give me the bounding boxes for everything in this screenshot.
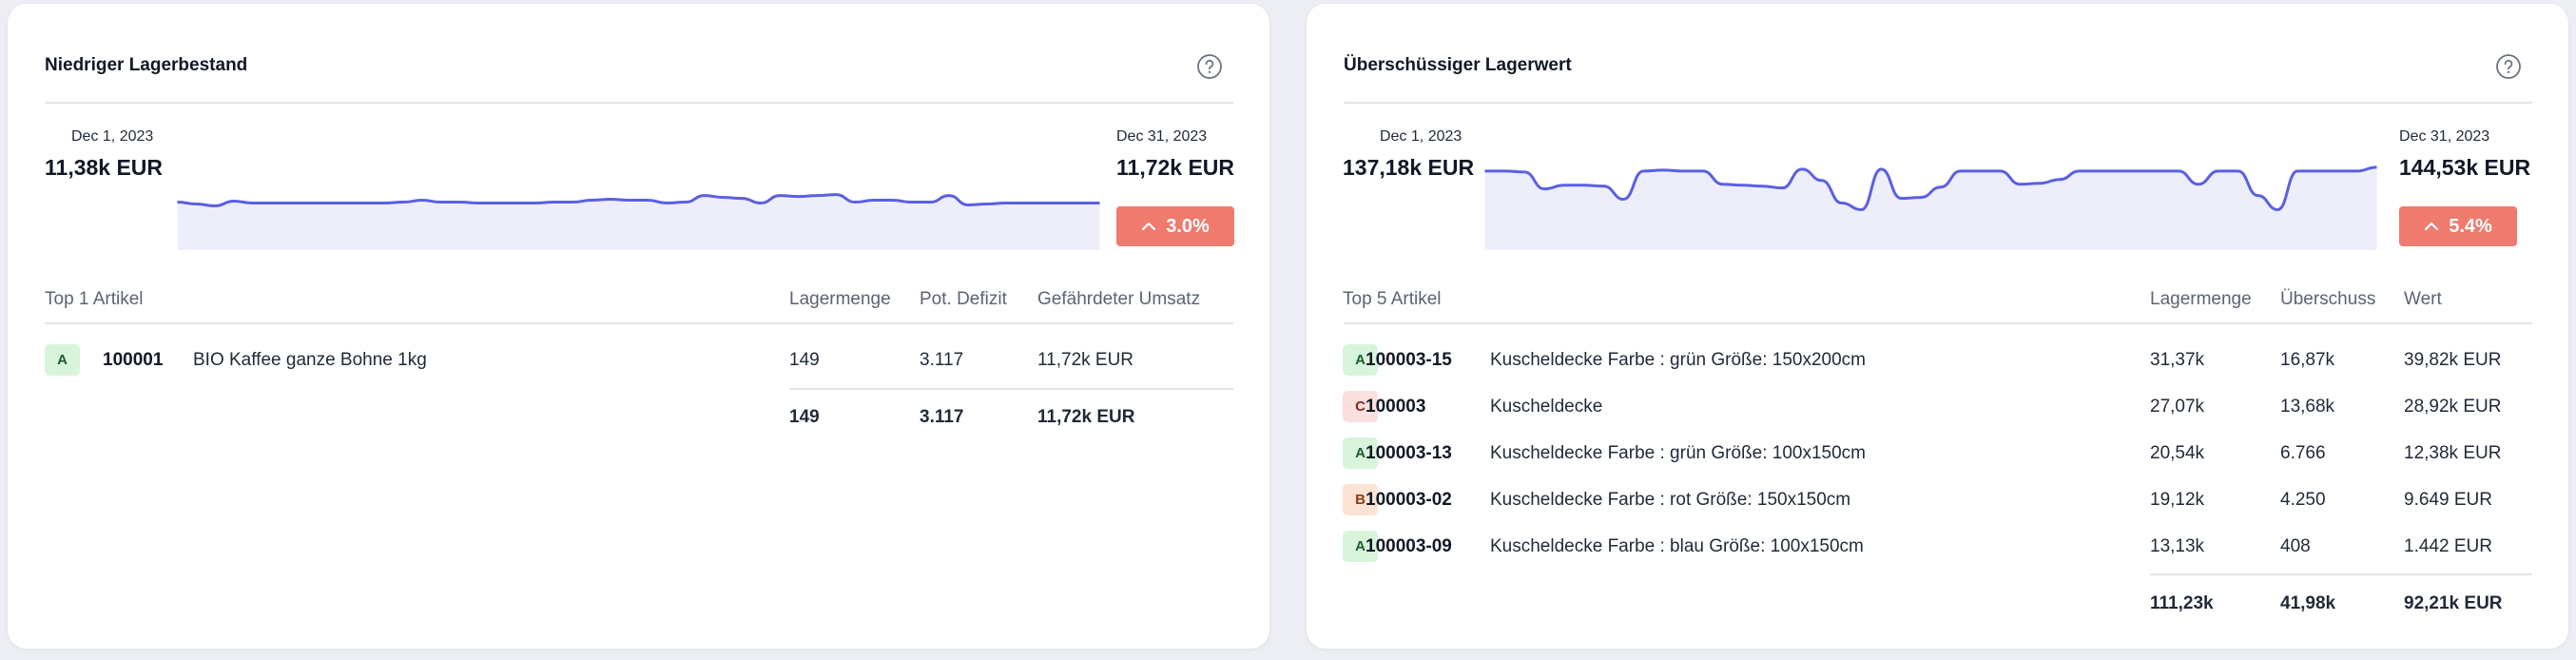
- change-badge: 3.0%: [1116, 206, 1234, 246]
- quantity: 31,37k: [2150, 350, 2205, 370]
- start-value: 11,38k EUR: [45, 155, 164, 180]
- start-date: Dec 1, 2023: [1380, 128, 1462, 145]
- column-header-value[interactable]: Wert: [2404, 289, 2442, 309]
- article-id: 100003: [1365, 397, 1426, 417]
- abc-class-badge: B: [1343, 484, 1378, 515]
- article-id: 100003-09: [1365, 536, 1452, 556]
- revenue: 11,72k EUR: [1037, 350, 1134, 370]
- abc-class-badge: A: [1343, 437, 1378, 469]
- deficit: 3.117: [920, 350, 964, 370]
- article-id: 100003-15: [1365, 350, 1452, 370]
- total-quantity: 111,23k: [2150, 593, 2214, 613]
- question-circle-icon[interactable]: [2495, 53, 2522, 80]
- abc-class-badge: C: [1343, 391, 1378, 422]
- quantity: 13,13k: [2150, 536, 2205, 556]
- abc-class-badge: A: [1343, 344, 1378, 376]
- divider: [45, 102, 1233, 104]
- end-date: Dec 31, 2023: [1116, 128, 1208, 145]
- article-name: Kuscheldecke Farbe : rot Größe: 150x150c…: [1490, 490, 1851, 510]
- excess-stock-card: Überschüssiger Lagerwert Dec 1, 2023 137…: [1307, 4, 2568, 649]
- total-quantity: 149: [789, 407, 820, 427]
- excess: 408: [2280, 536, 2311, 556]
- card-title: Überschüssiger Lagerwert: [1344, 55, 1572, 75]
- value: 12,38k EUR: [2404, 443, 2502, 463]
- article-id: 100003-13: [1365, 443, 1452, 463]
- article-id: 100001: [103, 350, 164, 370]
- total-revenue: 11,72k EUR: [1037, 407, 1135, 427]
- column-header-article[interactable]: Top 1 Artikel: [45, 289, 144, 309]
- excess: 6.766: [2280, 443, 2326, 463]
- start-date: Dec 1, 2023: [71, 128, 154, 145]
- total-value: 92,21k EUR: [2404, 593, 2503, 613]
- totals-divider: [789, 388, 1233, 390]
- chevron-up-icon: [2425, 222, 2439, 231]
- totals-divider: [2150, 573, 2532, 575]
- value: 39,82k EUR: [2404, 350, 2502, 370]
- total-excess: 41,98k: [2280, 593, 2336, 613]
- article-name: BIO Kaffee ganze Bohne 1kg: [193, 350, 427, 370]
- column-header-revenue[interactable]: Gefährdeter Umsatz: [1037, 289, 1201, 309]
- excess: 13,68k: [2280, 397, 2335, 417]
- end-value: 11,72k EUR: [1116, 155, 1235, 180]
- change-badge: 5.4%: [2399, 206, 2517, 246]
- sparkline-chart: [177, 193, 1100, 250]
- article-name: Kuscheldecke Farbe : grün Größe: 100x150…: [1490, 443, 1866, 463]
- question-circle-icon[interactable]: [1196, 53, 1223, 80]
- excess: 16,87k: [2280, 350, 2335, 370]
- value: 28,92k EUR: [2404, 397, 2502, 417]
- change-value: 3.0%: [1166, 215, 1210, 237]
- end-value: 144,53k EUR: [2399, 155, 2531, 180]
- quantity: 27,07k: [2150, 397, 2205, 417]
- card-title: Niedriger Lagerbestand: [45, 55, 248, 75]
- column-header-article[interactable]: Top 5 Artikel: [1343, 289, 1442, 309]
- excess: 4.250: [2280, 490, 2326, 510]
- change-value: 5.4%: [2449, 215, 2492, 237]
- article-id: 100003-02: [1365, 490, 1452, 510]
- low-stock-card: Niedriger Lagerbestand Dec 1, 2023 11,38…: [8, 4, 1269, 649]
- end-date: Dec 31, 2023: [2399, 128, 2490, 145]
- total-deficit: 3.117: [920, 407, 964, 427]
- quantity: 20,54k: [2150, 443, 2205, 463]
- quantity: 149: [789, 350, 820, 370]
- article-name: Kuscheldecke Farbe : blau Größe: 100x150…: [1490, 536, 1864, 556]
- value: 9.649 EUR: [2404, 490, 2492, 510]
- quantity: 19,12k: [2150, 490, 2205, 510]
- header-divider: [1344, 322, 2532, 324]
- article-name: Kuscheldecke Farbe : grün Größe: 150x200…: [1490, 350, 1866, 370]
- column-header-quantity[interactable]: Lagermenge: [2150, 289, 2252, 309]
- column-header-deficit[interactable]: Pot. Defizit: [920, 289, 1007, 309]
- abc-class-badge: A: [1343, 531, 1378, 562]
- chevron-up-icon: [1142, 222, 1156, 231]
- divider: [1344, 102, 2532, 104]
- start-value: 137,18k EUR: [1343, 155, 1475, 180]
- column-header-excess[interactable]: Überschuss: [2280, 289, 2376, 309]
- header-divider: [45, 322, 1233, 324]
- abc-class-badge: A: [45, 344, 80, 376]
- sparkline-chart: [1484, 165, 2377, 250]
- article-name: Kuscheldecke: [1490, 397, 1603, 417]
- value: 1.442 EUR: [2404, 536, 2492, 556]
- column-header-quantity[interactable]: Lagermenge: [789, 289, 891, 309]
